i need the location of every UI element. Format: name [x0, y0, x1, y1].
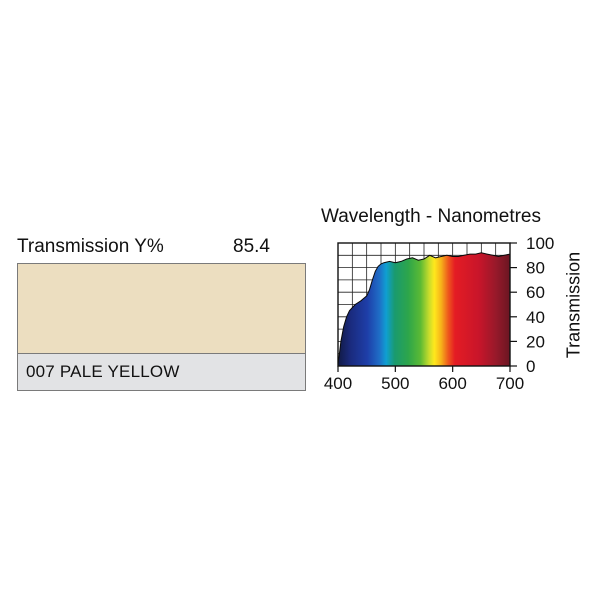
filter-card: Transmission Y% 85.4 007 PALE YELLOW	[17, 236, 306, 391]
x-tick-label: 400	[324, 374, 352, 393]
y-ticks: 0 20 40 60 80 100	[510, 234, 554, 376]
color-swatch	[17, 263, 306, 353]
y-tick-label: 20	[526, 332, 545, 351]
y-tick-label: 60	[526, 283, 545, 302]
transmission-row: Transmission Y% 85.4	[17, 236, 306, 262]
filter-name-bar: 007 PALE YELLOW	[17, 353, 306, 391]
chart-title: Wavelength - Nanometres	[321, 206, 542, 227]
transmission-value: 85.4	[233, 236, 270, 257]
y-tick-label: 100	[526, 234, 554, 253]
y-tick-label: 0	[526, 357, 535, 376]
plot-border	[337, 242, 511, 367]
filter-name: 007 PALE YELLOW	[26, 362, 180, 381]
y-axis-title: Transmission	[563, 251, 584, 359]
y-tick-label: 40	[526, 308, 545, 327]
x-tick-label: 500	[381, 374, 409, 393]
x-tick-label: 600	[438, 374, 466, 393]
x-ticks: 400 500 600 700	[324, 366, 524, 393]
y-tick-label: 80	[526, 259, 545, 278]
x-tick-label: 700	[496, 374, 524, 393]
transmission-area	[337, 252, 511, 367]
chart-frame	[337, 242, 511, 367]
transmission-label: Transmission Y%	[17, 236, 164, 257]
